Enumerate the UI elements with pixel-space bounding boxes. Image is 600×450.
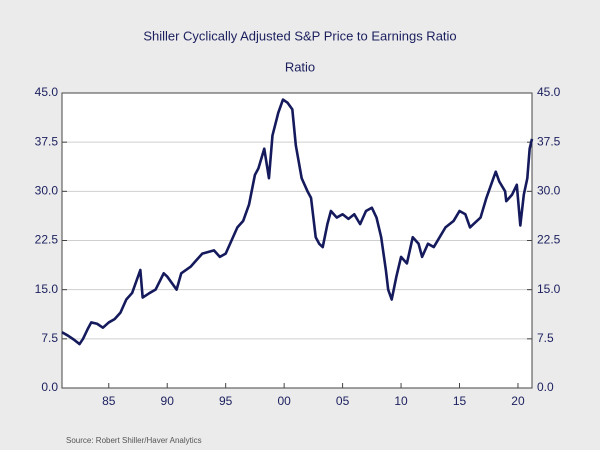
y-tick-label: 15.0: [35, 282, 59, 296]
y2-tick-label: 45.0: [537, 85, 561, 99]
chart-title: Shiller Cyclically Adjusted S&P Price to…: [143, 28, 456, 43]
x-tick-label: 10: [394, 394, 408, 408]
y-tick-label: 37.5: [35, 134, 59, 148]
chart-subtitle: Ratio: [285, 59, 315, 74]
y2-tick-label: 22.5: [537, 233, 561, 247]
x-tick-label: 05: [336, 394, 350, 408]
y2-tick-label: 37.5: [537, 134, 561, 148]
x-tick-label: 90: [161, 394, 175, 408]
y-tick-label: 0.0: [41, 380, 58, 394]
y2-tick-label: 15.0: [537, 282, 561, 296]
source-note: Source: Robert Shiller/Haver Analytics: [66, 436, 202, 445]
plot-frame: [61, 92, 533, 389]
y-tick-label: 22.5: [35, 233, 59, 247]
y2-tick-label: 30.0: [537, 184, 561, 198]
y-tick-label: 7.5: [41, 331, 58, 345]
y-tick-label: 30.0: [35, 184, 59, 198]
y-tick-label: 45.0: [35, 85, 59, 99]
x-tick-label: 95: [219, 394, 233, 408]
y2-tick-label: 0.0: [537, 380, 554, 394]
x-tick-label: 85: [102, 394, 116, 408]
data-line: [61, 98, 534, 346]
x-tick-label: 15: [453, 394, 467, 408]
x-tick-label: 20: [511, 394, 525, 408]
y2-tick-label: 7.5: [537, 331, 554, 345]
x-tick-label: 00: [277, 394, 291, 408]
